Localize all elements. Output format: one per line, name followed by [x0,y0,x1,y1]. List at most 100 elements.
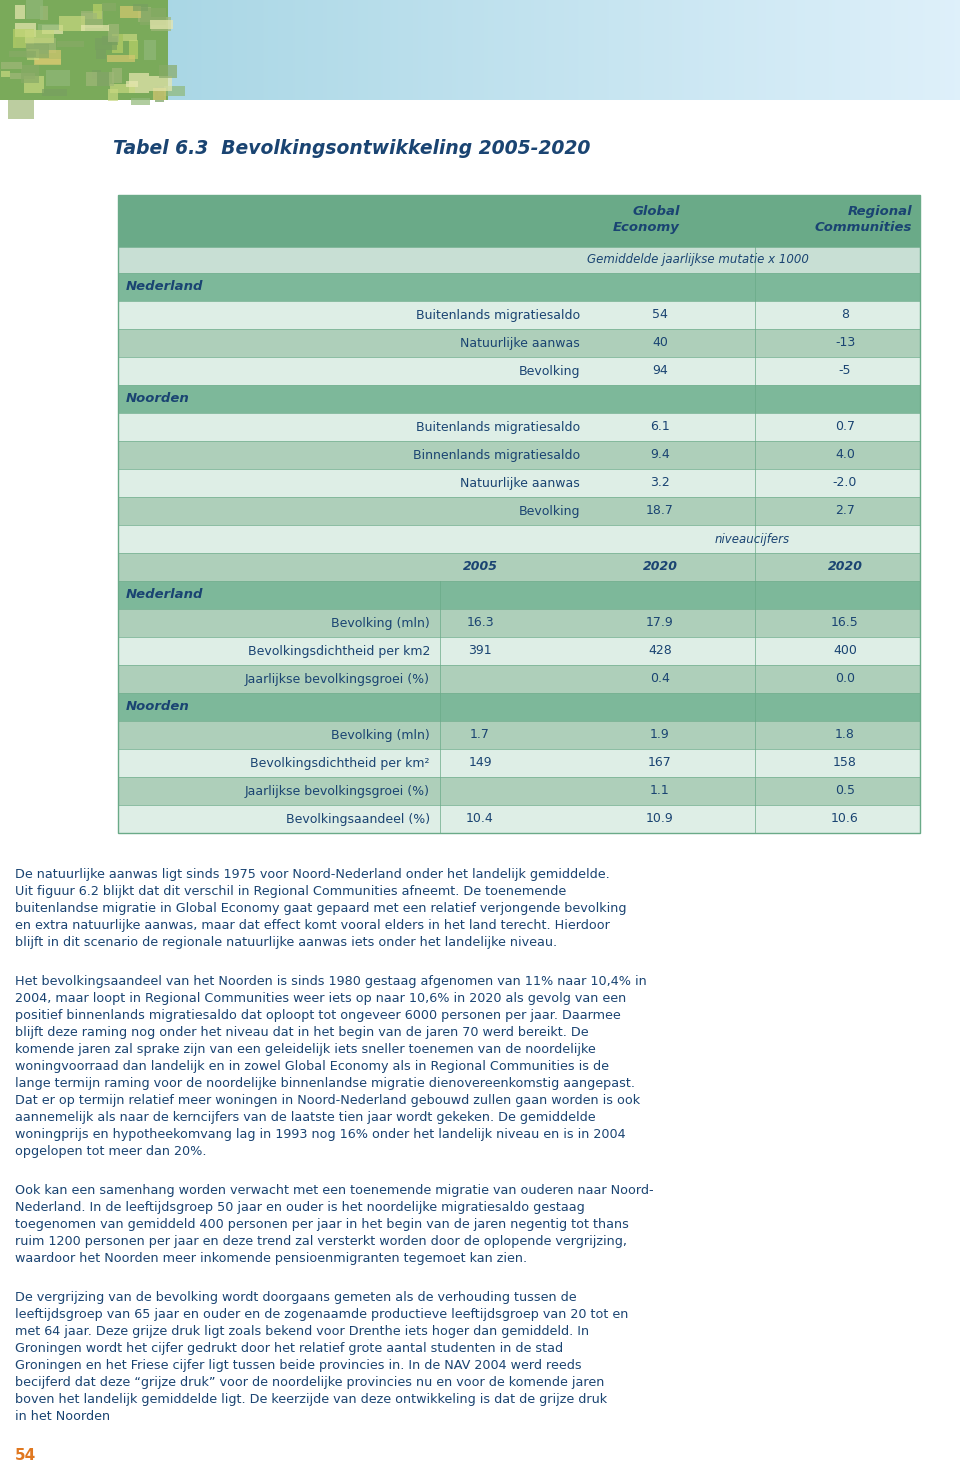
Bar [184,0,185,101]
Bar [768,0,769,101]
Bar [851,0,852,101]
Bar [154,0,155,101]
Bar [220,0,221,101]
Text: 158: 158 [833,757,857,770]
Bar [789,0,790,101]
Bar [911,0,912,101]
Bar [948,0,949,101]
Bar [171,0,172,101]
Bar [210,0,211,101]
Bar [764,0,765,101]
Bar [25,0,26,101]
Bar [500,0,501,101]
Bar [112,68,122,83]
Bar [185,0,186,101]
Bar [59,0,60,101]
Bar [143,0,144,101]
Bar [459,0,460,101]
Bar [86,0,87,101]
Bar [161,0,162,101]
Bar [863,0,864,101]
Bar [735,0,736,101]
Bar [144,40,156,59]
Bar [556,0,557,101]
Bar [188,0,189,101]
Bar [364,0,365,101]
Bar [527,0,528,101]
Bar [144,0,145,101]
Bar [607,0,608,101]
Bar [727,0,728,101]
Bar [369,0,370,101]
Bar [361,0,362,101]
Bar [790,0,791,101]
Text: Dat er op termijn relatief meer woningen in Noord-Nederland gebouwd zullen gaan : Dat er op termijn relatief meer woningen… [15,1094,640,1106]
Bar [382,0,383,101]
Bar [83,0,84,101]
Bar [954,0,955,101]
Bar [908,0,909,101]
Bar [576,0,577,101]
Bar [93,0,94,101]
Bar [251,0,252,101]
Bar [373,0,374,101]
Bar [781,0,782,101]
Bar [322,0,323,101]
Bar [644,0,645,101]
Bar [416,0,417,101]
Bar [432,0,433,101]
Bar [562,0,563,101]
Bar [446,0,447,101]
Bar [68,0,69,101]
Bar [672,0,673,101]
Text: woningvoorraad dan landelijk en in zowel Global Economy als in Regional Communit: woningvoorraad dan landelijk en in zowel… [15,1060,609,1074]
Bar [773,0,774,101]
Bar [583,0,584,101]
Bar [844,0,845,101]
Bar [202,0,203,101]
Bar [544,0,545,101]
Bar [483,0,484,101]
Text: Noorden: Noorden [126,701,190,714]
Text: 0.4: 0.4 [650,672,670,686]
Bar [480,0,481,101]
Bar [204,0,205,101]
Bar [642,0,643,101]
Bar [26,0,43,19]
Bar [547,0,548,101]
Bar [295,0,296,101]
Bar [118,247,920,273]
Bar [95,39,116,50]
Text: Het bevolkingsaandeel van het Noorden is sinds 1980 gestaag afgenomen van 11% na: Het bevolkingsaandeel van het Noorden is… [15,974,647,988]
Bar [898,0,899,101]
Bar [30,0,31,101]
Text: Bevolkingsaandeel (%): Bevolkingsaandeel (%) [286,813,430,825]
Bar [355,0,356,101]
Bar [42,25,62,34]
Bar [723,0,724,101]
Bar [434,0,435,101]
Text: Bevolkingsdichtheid per km2: Bevolkingsdichtheid per km2 [248,644,430,658]
Bar [589,0,590,101]
Bar [249,0,250,101]
Bar [563,0,564,101]
Bar [320,0,321,101]
Bar [118,581,920,609]
Bar [806,0,807,101]
Bar [815,0,816,101]
Bar [14,4,25,19]
Bar [766,0,767,101]
Bar [21,65,39,83]
Bar [686,0,687,101]
Bar [346,0,347,101]
Bar [943,0,944,101]
Bar [118,665,920,693]
Bar [142,0,143,101]
Bar [925,0,926,101]
Bar [874,0,875,101]
Bar [946,0,947,101]
Bar [145,0,146,101]
Bar [949,0,950,101]
Bar [53,0,54,101]
Bar [314,0,315,101]
